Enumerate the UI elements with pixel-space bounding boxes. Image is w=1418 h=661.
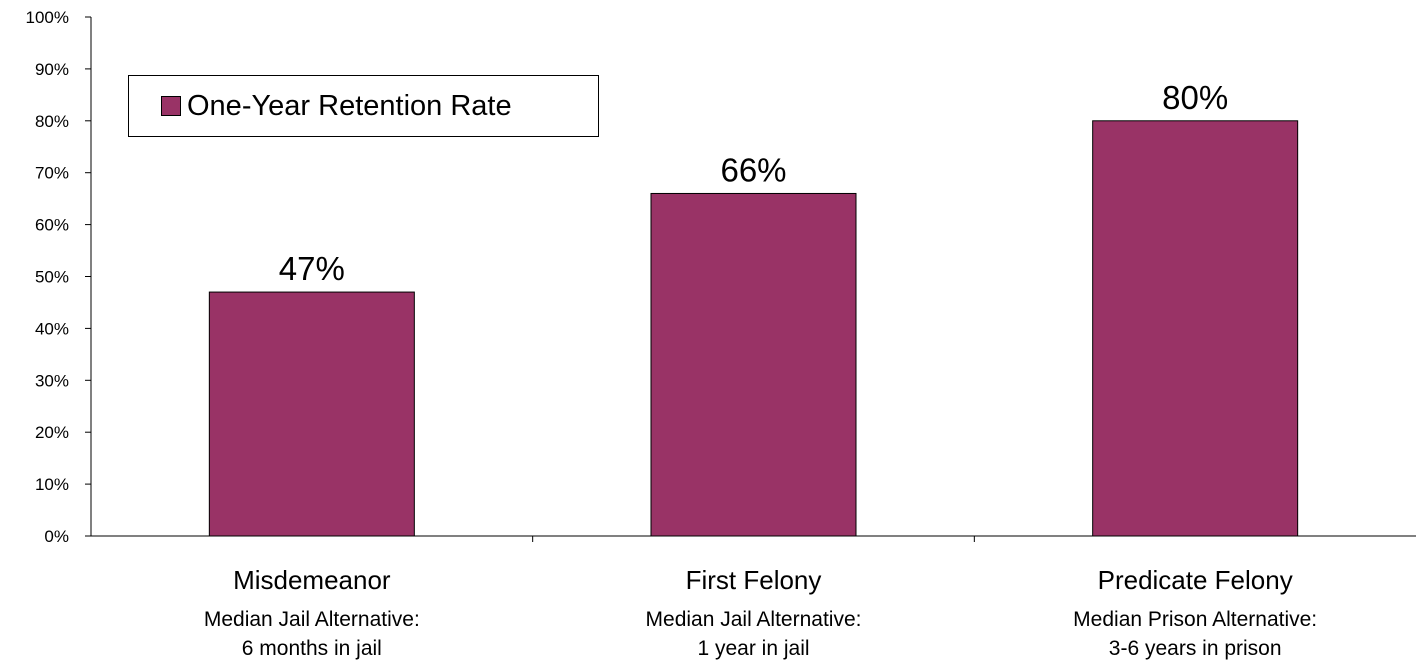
category-sublabel: Median Jail Alternative: bbox=[204, 608, 420, 631]
y-tick-label: 50% bbox=[35, 268, 69, 287]
y-tick-label: 100% bbox=[26, 8, 69, 27]
y-tick-label: 10% bbox=[35, 475, 69, 494]
bar bbox=[650, 192, 857, 537]
y-tick-label: 0% bbox=[44, 527, 69, 546]
y-tick-label: 40% bbox=[35, 319, 69, 338]
legend-label: One-Year Retention Rate bbox=[187, 89, 512, 122]
y-tick-label: 80% bbox=[35, 112, 69, 131]
category-label: First Felony bbox=[686, 565, 822, 595]
y-tick-label: 20% bbox=[35, 423, 69, 442]
data-label: 47% bbox=[279, 250, 345, 287]
category-label: Predicate Felony bbox=[1098, 565, 1293, 595]
category-label: Misdemeanor bbox=[233, 565, 391, 595]
legend: One-Year Retention Rate bbox=[128, 75, 599, 137]
bar bbox=[1092, 120, 1299, 537]
y-tick-label: 90% bbox=[35, 60, 69, 79]
data-label: 80% bbox=[1162, 79, 1228, 116]
y-tick-label: 30% bbox=[35, 371, 69, 390]
y-tick-label: 60% bbox=[35, 216, 69, 235]
legend-swatch bbox=[161, 96, 181, 116]
category-sublabel: 6 months in jail bbox=[242, 637, 382, 660]
data-label: 66% bbox=[720, 151, 786, 188]
category-sublabel: Median Jail Alternative: bbox=[646, 608, 862, 631]
y-tick-label: 70% bbox=[35, 164, 69, 183]
bar bbox=[208, 291, 415, 537]
category-sublabel: 1 year in jail bbox=[697, 637, 809, 660]
category-sublabel: 3-6 years in prison bbox=[1109, 637, 1282, 660]
category-sublabel: Median Prison Alternative: bbox=[1073, 608, 1317, 631]
